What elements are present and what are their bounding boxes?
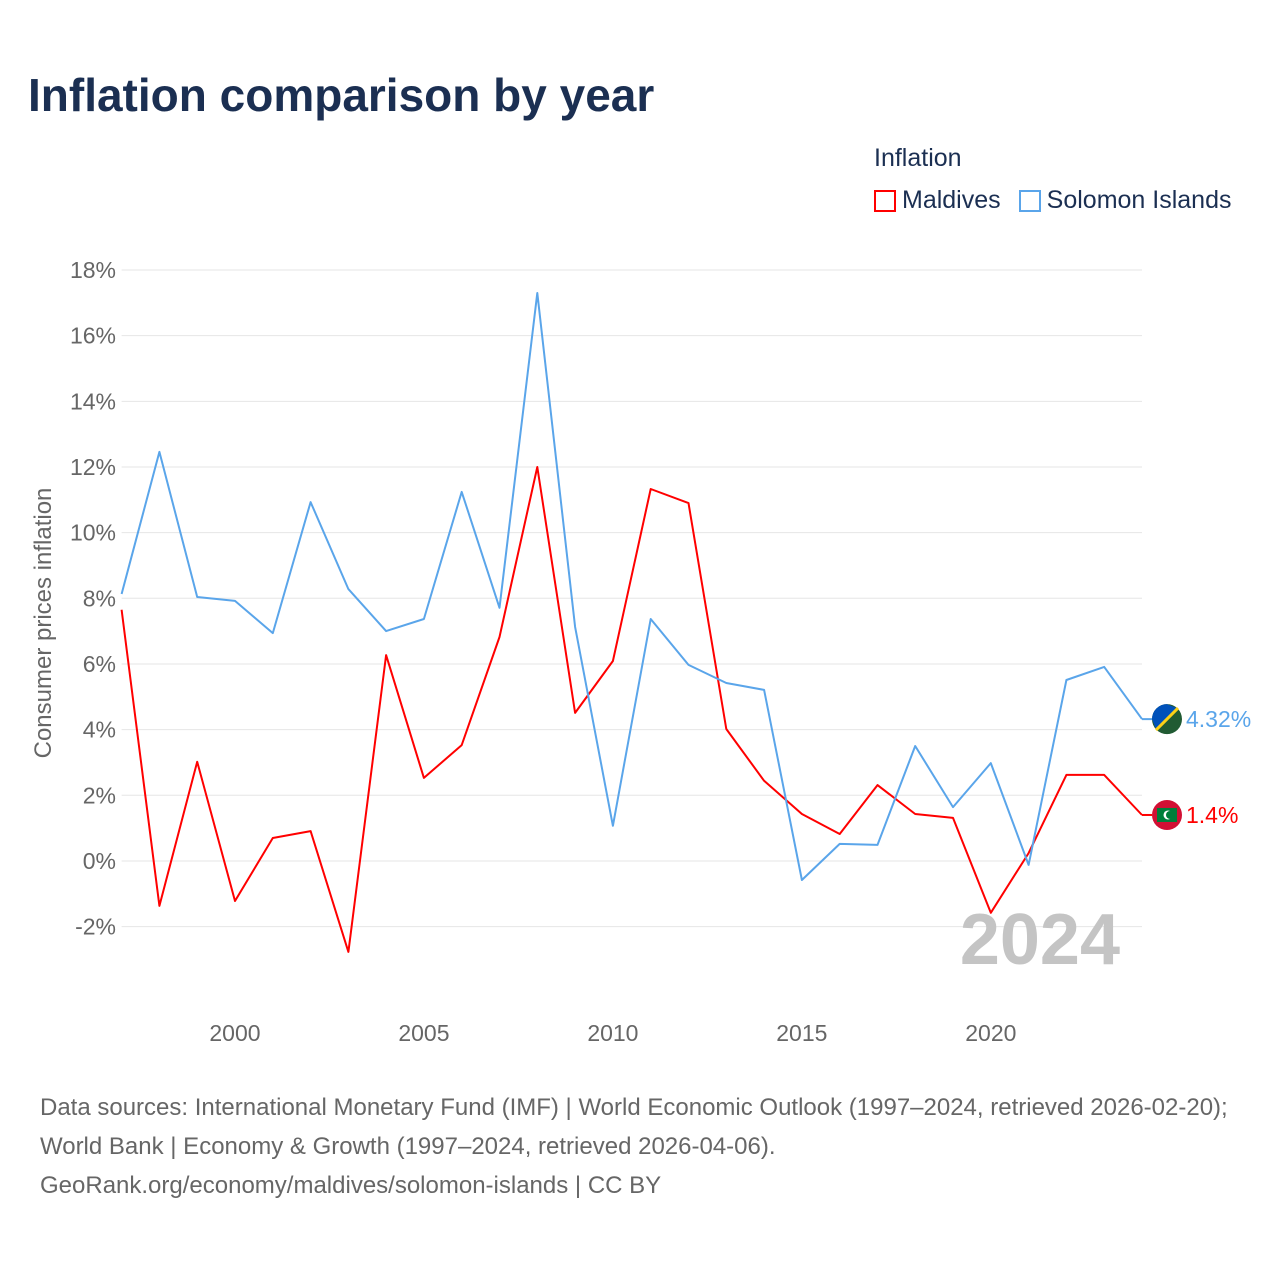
solomon-flag-blue — [1152, 704, 1177, 730]
y-axis-label: Consumer prices inflation — [30, 488, 57, 759]
x-tick-label: 2010 — [587, 1020, 638, 1046]
y-tick-label: 14% — [70, 388, 116, 414]
legend-label: Solomon Islands — [1046, 186, 1232, 214]
legend-item-maldives[interactable]: Maldives — [874, 186, 1001, 215]
legend-swatch-solomon-islands — [1018, 189, 1041, 212]
y-tick-label: 0% — [83, 848, 116, 874]
legend-item-solomon-islands[interactable]: Solomon Islands — [1018, 186, 1232, 215]
legend-title: Inflation — [874, 144, 962, 172]
maldives-crescent-cut — [1166, 810, 1174, 819]
data-sources: Data sources: International Monetary Fun… — [40, 1094, 1228, 1160]
source-link[interactable]: GeoRank.org/economy/maldives/solomon-isl… — [40, 1172, 662, 1199]
series-line-maldives — [120, 466, 1143, 953]
x-tick-label: 2015 — [776, 1020, 827, 1046]
end-value-label: 4.32% — [1186, 706, 1251, 732]
legend: Maldives Solomon Islands — [874, 186, 1231, 215]
series-line-solomon-islands — [120, 292, 1143, 881]
footer: Data sources: International Monetary Fun… — [40, 1088, 1250, 1205]
x-tick-label: 2020 — [965, 1020, 1016, 1046]
y-tick-label: -2% — [75, 914, 116, 940]
y-tick-label: 16% — [70, 323, 116, 349]
x-tick-label: 2000 — [209, 1020, 260, 1046]
y-tick-label: 2% — [83, 782, 116, 808]
legend-label: Maldives — [902, 186, 1001, 214]
x-tick-label: 2005 — [398, 1020, 449, 1046]
y-tick-label: 4% — [83, 717, 116, 743]
chart-title: Inflation comparison by year — [28, 69, 655, 121]
y-tick-label: 6% — [83, 651, 116, 677]
year-watermark: 2024 — [960, 900, 1120, 980]
line-chart: -2% 0% 2% 4% 6% 8% 10% 12% 14% 16% 18% 2000 2005 2010… — [30, 257, 1251, 1046]
y-tick-label: 10% — [70, 520, 116, 546]
end-value-label: 1.4% — [1186, 802, 1238, 828]
solomon-flag-stripe — [1154, 707, 1180, 732]
y-tick-label: 8% — [83, 585, 116, 611]
y-tick-label: 18% — [70, 257, 116, 283]
y-tick-label: 12% — [70, 454, 116, 480]
legend-swatch-maldives — [874, 189, 896, 212]
